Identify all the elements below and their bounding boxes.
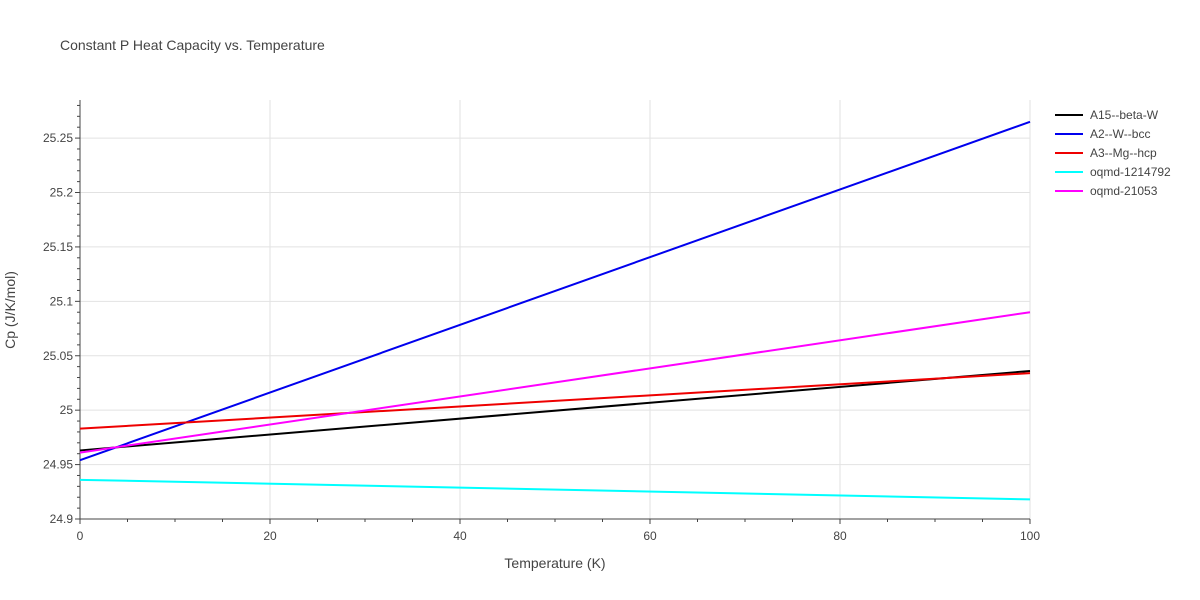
x-tick-label: 80 xyxy=(833,529,847,543)
y-tick-label: 24.95 xyxy=(43,458,73,472)
legend-item[interactable]: oqmd-1214792 xyxy=(1055,165,1171,179)
legend-item[interactable]: A3--Mg--hcp xyxy=(1055,146,1157,160)
y-tick-label: 24.9 xyxy=(50,512,74,526)
chart-title: Constant P Heat Capacity vs. Temperature xyxy=(60,37,325,53)
x-axis-ticks: 0 20 40 60 80 100 xyxy=(77,519,1040,543)
x-tick-label: 60 xyxy=(643,529,657,543)
x-axis-title: Temperature (K) xyxy=(504,555,605,571)
y-axis-title: Cp (J/K/mol) xyxy=(2,271,18,349)
y-tick-label: 25.1 xyxy=(50,294,74,308)
y-tick-label: 25 xyxy=(60,403,74,417)
series-line-oqmd-1214792 xyxy=(79,478,1031,501)
x-tick-label: 40 xyxy=(453,529,467,543)
x-tick-label: 20 xyxy=(263,529,277,543)
legend-item[interactable]: A2--W--bcc xyxy=(1055,127,1150,141)
legend-label: A15--beta-W xyxy=(1090,108,1159,122)
legend-item[interactable]: oqmd-21053 xyxy=(1055,184,1158,198)
series-line-a3-mg-hcp xyxy=(79,372,1031,430)
series-line-oqmd-21053 xyxy=(79,311,1031,454)
series-line-a15-beta-w xyxy=(79,369,1031,452)
x-tick-label: 0 xyxy=(77,529,84,543)
series-lines xyxy=(79,120,1031,501)
y-axis-ticks: 24.9 24.95 25 25.05 25.1 25.15 25.2 25.25 xyxy=(43,104,80,526)
legend[interactable]: A15--beta-W A2--W--bcc A3--Mg--hcp oqmd-121… xyxy=(1055,108,1171,198)
y-tick-label: 25.25 xyxy=(43,131,73,145)
x-tick-label: 100 xyxy=(1020,529,1040,543)
legend-label: A2--W--bcc xyxy=(1090,127,1150,141)
y-tick-label: 25.15 xyxy=(43,240,73,254)
series-line-a2-w-bcc xyxy=(79,120,1031,462)
y-tick-label: 25.05 xyxy=(43,349,73,363)
legend-label: oqmd-1214792 xyxy=(1090,165,1171,179)
legend-label: oqmd-21053 xyxy=(1090,184,1158,198)
legend-label: A3--Mg--hcp xyxy=(1090,146,1157,160)
y-tick-label: 25.2 xyxy=(50,186,74,200)
legend-item[interactable]: A15--beta-W xyxy=(1055,108,1159,122)
grid-lines xyxy=(80,100,1031,519)
